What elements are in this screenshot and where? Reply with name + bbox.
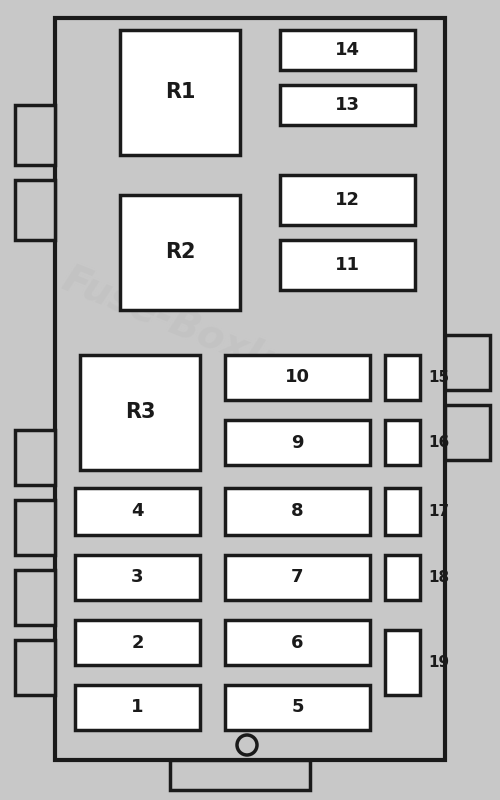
Bar	[225, 488, 370, 535]
Bar	[385, 355, 420, 400]
Text: 19: 19	[428, 655, 449, 670]
Text: 5: 5	[291, 698, 304, 717]
Text: R3: R3	[125, 402, 155, 422]
Bar	[280, 240, 415, 290]
Bar	[385, 420, 420, 465]
Bar	[15, 640, 55, 695]
Bar	[225, 620, 370, 665]
Text: 15: 15	[428, 370, 449, 385]
Bar	[55, 18, 445, 760]
Bar	[280, 30, 415, 70]
Bar	[385, 630, 420, 695]
Text: 9: 9	[291, 434, 304, 451]
Text: 3: 3	[131, 569, 144, 586]
Text: Fuse-BoxInfo: Fuse-BoxInfo	[56, 259, 334, 401]
Text: 14: 14	[335, 41, 360, 59]
Bar	[75, 488, 200, 535]
Bar	[225, 685, 370, 730]
Bar	[80, 355, 200, 470]
Text: 13: 13	[335, 96, 360, 114]
Bar	[15, 105, 55, 165]
Text: 12: 12	[335, 191, 360, 209]
Bar	[120, 195, 240, 310]
Text: 16: 16	[428, 435, 449, 450]
Text: 8: 8	[291, 502, 304, 521]
Bar	[445, 335, 490, 390]
Bar	[15, 500, 55, 555]
Text: 10: 10	[285, 369, 310, 386]
Bar	[75, 620, 200, 665]
Bar	[280, 175, 415, 225]
Bar	[225, 555, 370, 600]
Text: 17: 17	[428, 504, 449, 519]
Bar	[445, 405, 490, 460]
Bar	[15, 430, 55, 485]
Bar	[15, 570, 55, 625]
Text: 7: 7	[291, 569, 304, 586]
Circle shape	[237, 735, 257, 755]
Bar	[120, 30, 240, 155]
Bar	[385, 555, 420, 600]
Bar	[75, 685, 200, 730]
Bar	[170, 760, 310, 790]
Text: R2: R2	[165, 242, 195, 262]
Bar	[385, 488, 420, 535]
Text: 2: 2	[131, 634, 144, 651]
Bar	[225, 420, 370, 465]
Text: 1: 1	[131, 698, 144, 717]
Bar	[75, 555, 200, 600]
Bar	[15, 180, 55, 240]
Bar	[225, 355, 370, 400]
Text: 4: 4	[131, 502, 144, 521]
Text: 6: 6	[291, 634, 304, 651]
Text: 11: 11	[335, 256, 360, 274]
Text: 18: 18	[428, 570, 449, 585]
Bar	[280, 85, 415, 125]
Text: R1: R1	[165, 82, 195, 102]
